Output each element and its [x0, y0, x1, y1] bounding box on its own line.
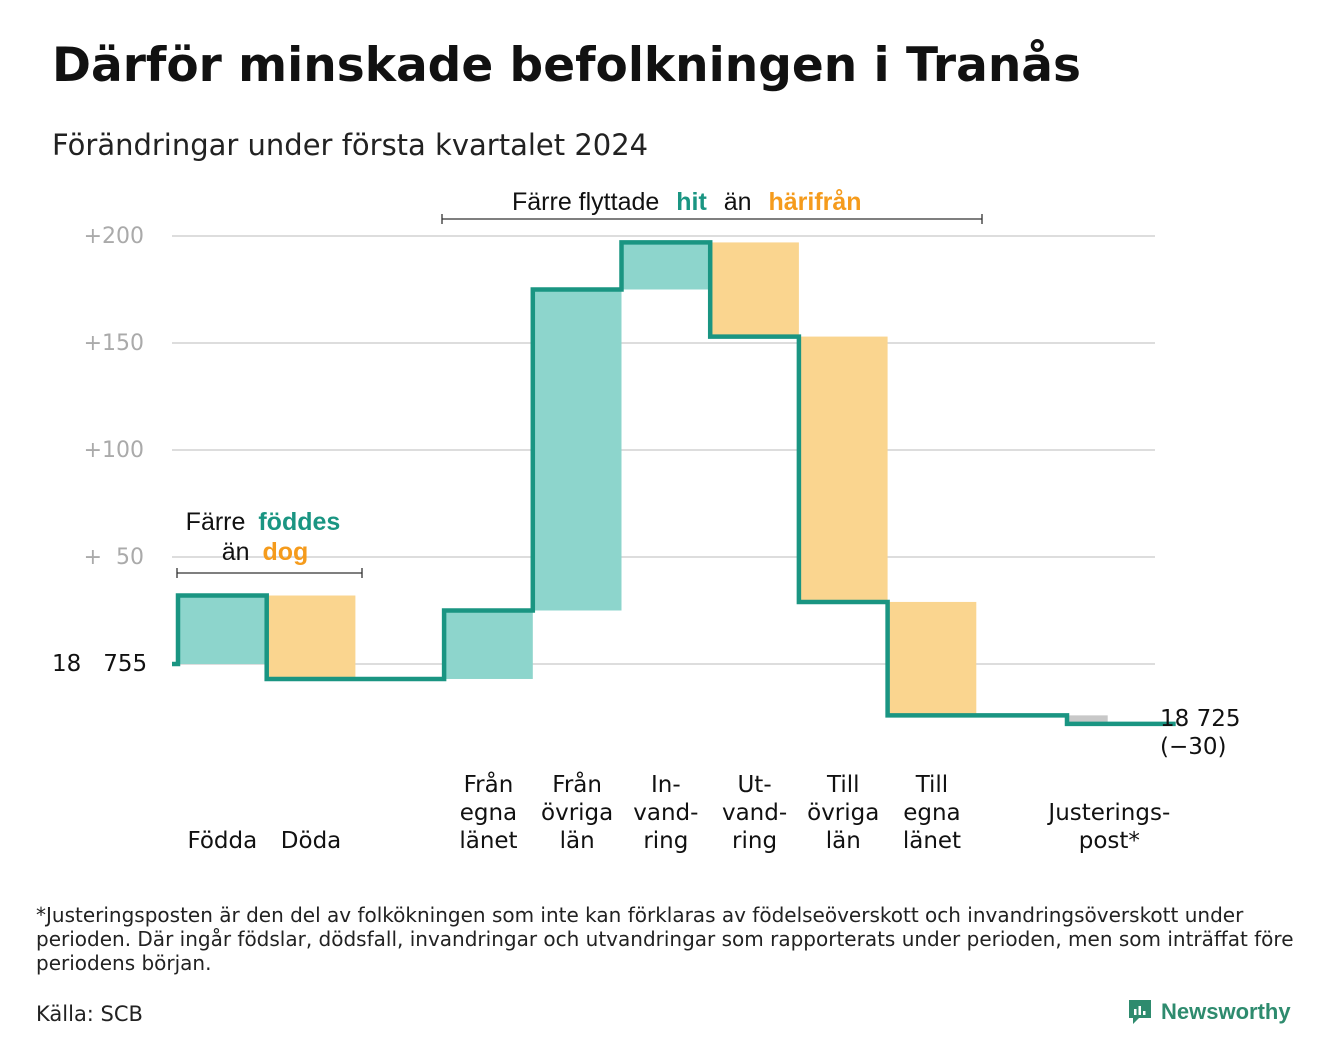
category-label: län: [560, 828, 595, 854]
chart-subtitle: Förändringar under första kvartalet 2024: [52, 128, 649, 162]
category-label: län: [826, 828, 861, 854]
footnote: *Justeringsposten är den del av folkökni…: [36, 903, 1294, 975]
category-label: vand-: [633, 800, 698, 826]
waterfall-bar: [444, 610, 533, 679]
births-dog: dog: [262, 538, 308, 566]
y-tick-label: + 50: [84, 545, 144, 570]
waterfall-bar: [178, 595, 267, 664]
start-value-label: 18 755: [52, 651, 147, 677]
brand-name: Newsworthy: [1161, 999, 1291, 1024]
births-annotation: Färre föddes än dog: [176, 508, 363, 578]
category-label: länet: [459, 828, 517, 854]
chart-title: Därför minskade befolkningen i Tranås: [52, 38, 1081, 93]
svg-text:Färre flyttade hit: Färre flyttade hit än härifrån: [512, 188, 862, 216]
category-label: egna: [903, 800, 960, 826]
category-label: In-: [651, 772, 681, 798]
category-label: Till: [915, 772, 949, 798]
category-label: Från: [552, 770, 602, 798]
category-label: övriga: [807, 800, 879, 826]
category-label: post*: [1079, 828, 1140, 854]
category-label: Födda: [187, 828, 257, 854]
births-foddes: föddes: [258, 508, 340, 536]
source-label: Källa: SCB: [36, 1002, 143, 1026]
waterfall-bar: [710, 242, 799, 337]
waterfall-bar: [266, 595, 356, 679]
waterfall-bar: [621, 242, 711, 290]
category-label: Från: [464, 770, 514, 798]
svg-text:än dog: än dog: [222, 538, 309, 566]
migration-harifran: härifrån: [769, 188, 862, 216]
waterfall-bar: [887, 601, 977, 716]
migration-prefix: Färre flyttade: [512, 188, 659, 216]
waterfall-chart: +200+150+100+ 50 Födda DödaFrånegnalänetF…: [52, 188, 1240, 854]
category-label: Justerings-: [1046, 800, 1170, 826]
category-label: Ut-: [737, 772, 771, 798]
end-change-label: (−30): [1160, 734, 1226, 760]
births-an: än: [222, 538, 250, 566]
newsworthy-logo-icon: [1129, 1000, 1151, 1024]
waterfall-bar: [1069, 715, 1108, 724]
category-label: ring: [643, 828, 688, 854]
category-label: länet: [903, 828, 961, 854]
waterfall-bar: [532, 289, 622, 611]
category-label: övriga: [541, 800, 613, 826]
svg-text:Färre föddes: Färre föddes: [186, 508, 341, 536]
migration-annotation: Färre flyttade hit än härifrån: [441, 188, 983, 224]
category-label: egna: [460, 800, 517, 826]
cumulative-line: [172, 240, 1176, 727]
y-tick-label: +100: [84, 438, 144, 463]
category-label: Till: [826, 772, 860, 798]
migration-mid: än: [724, 188, 752, 216]
y-tick-label: +150: [84, 331, 144, 356]
waterfall-bar: [798, 336, 888, 602]
category-label: Döda: [281, 828, 341, 854]
newsworthy-brand[interactable]: Newsworthy: [1127, 998, 1291, 1026]
end-value-label: 18 725: [1160, 706, 1240, 732]
y-tick-label: +200: [84, 224, 144, 249]
category-label: vand-: [722, 800, 787, 826]
category-label: ring: [732, 828, 777, 854]
births-prefix: Färre: [186, 508, 246, 536]
migration-hit: hit: [676, 188, 707, 216]
